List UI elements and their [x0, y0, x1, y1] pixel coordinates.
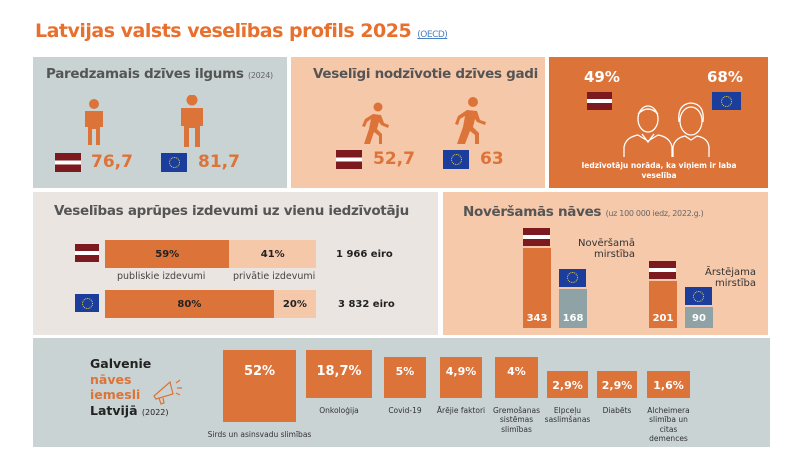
- eu-healthy-years: 63: [480, 149, 504, 169]
- eu-flag-icon: [712, 92, 741, 110]
- spending-title: Veselības aprūpes izdevumi uz vienu iedz…: [54, 203, 409, 219]
- latvia-flag-icon: [336, 150, 362, 169]
- latvia-flag-icon: [523, 228, 550, 246]
- cause-label: Onkoloģija: [319, 406, 359, 415]
- healthy-years-panel: Veselīgi nodzīvotie dzīves gadi 52,7 63: [291, 57, 545, 188]
- lv-avoidable-bar: 201: [649, 281, 677, 328]
- cause-value-box: 2,9%: [547, 371, 588, 398]
- walking-person-icon: [455, 97, 486, 144]
- causes-title: Galvenie nāves iemesli Latvijā (2022): [90, 356, 169, 418]
- life-expectancy-panel: Paredzamais dzīves ilgums (2024) 76,7 81…: [33, 57, 287, 188]
- eu-public-segment: 80%: [105, 290, 274, 318]
- spending-panel: Veselības aprūpes izdevumi uz vienu iedz…: [33, 192, 438, 335]
- lv-good-health: 49%: [584, 68, 620, 86]
- latvia-flag-icon: [587, 92, 612, 110]
- eu-flag-icon: [161, 153, 187, 172]
- lv-private-segment: 41%: [229, 240, 316, 268]
- megaphone-icon: [153, 379, 182, 405]
- good-health-caption: Iedzīvotāju norāda, ka viņiem ir laba ve…: [581, 161, 737, 180]
- life-expectancy-title: Paredzamais dzīves ilgums (2024): [46, 66, 273, 82]
- healthy-years-title: Veselīgi nodzīvotie dzīves gadi: [313, 66, 538, 82]
- public-caption: publiskie izdevumi: [117, 271, 206, 282]
- source-link[interactable]: (OECD): [417, 30, 448, 40]
- treatable-label: Ārstējama mirstība: [704, 267, 756, 289]
- cause-value-box: 52%: [223, 350, 296, 422]
- eu-spending-bar: 80% 20%: [105, 290, 316, 318]
- lv-avoidable-bar: 343: [523, 248, 551, 328]
- eu-avoidable-bar: 90: [685, 307, 713, 328]
- person-icon: [181, 95, 203, 147]
- cause-value-box: 2,9%: [597, 371, 637, 398]
- cause-value-box: 5%: [384, 357, 426, 398]
- private-caption: privātie izdevumi: [233, 271, 316, 282]
- page-title: Latvijas valsts veselības profils 2025 (…: [35, 20, 448, 42]
- latvia-flag-icon: [75, 244, 99, 262]
- people-outline-icon: [623, 102, 710, 157]
- eu-private-segment: 20%: [273, 290, 316, 318]
- eu-spending-total: 3 832 eiro: [338, 299, 395, 310]
- eu-life-expectancy: 81,7: [198, 152, 240, 172]
- cause-value-box: 18,7%: [306, 350, 372, 398]
- title-text: Latvijas valsts veselības profils 2025: [35, 20, 412, 42]
- cause-label: Ārējie faktori: [436, 406, 486, 415]
- good-health-panel: 49% 68% Iedzīvotāju norāda, ka viņiem ir…: [549, 57, 768, 188]
- lv-healthy-years: 52,7: [373, 149, 415, 169]
- lv-public-segment: 59%: [105, 240, 230, 268]
- cause-value-box: 4%: [495, 357, 538, 398]
- lv-spending-bar: 59% 41%: [105, 240, 316, 268]
- eu-flag-icon: [559, 268, 586, 287]
- cause-value-box: 4,9%: [440, 357, 482, 398]
- eu-flag-icon: [443, 150, 469, 169]
- walking-person-icon: [362, 102, 389, 144]
- latvia-flag-icon: [649, 261, 676, 280]
- avoidable-deaths-panel: Novēršamās nāves (uz 100 000 iedz, 2022.…: [443, 192, 768, 335]
- lv-life-expectancy: 76,7: [91, 152, 133, 172]
- avoidable-title: Novēršamās nāves (uz 100 000 iedz, 2022.…: [463, 204, 704, 220]
- eu-good-health: 68%: [707, 68, 743, 86]
- cause-label: Diabēts: [602, 406, 632, 415]
- cause-label: Elpceļu saslimšanas: [544, 406, 591, 425]
- person-icon: [85, 99, 103, 145]
- preventable-label: Novēršamā mirstība: [578, 238, 635, 260]
- causes-panel: Galvenie nāves iemesli Latvijā (2022) 52% Si…: [33, 338, 770, 447]
- latvia-flag-icon: [55, 153, 81, 172]
- lv-spending-total: 1 966 eiro: [336, 249, 393, 260]
- cause-label: Gremošanas sistēmas slimības: [493, 406, 540, 434]
- cause-value-box: 1,6%: [647, 371, 690, 398]
- eu-flag-icon: [685, 287, 712, 305]
- eu-flag-icon: [75, 294, 99, 312]
- eu-avoidable-bar: 168: [559, 288, 587, 328]
- cause-label: Alcheimera slimība un citas demences: [647, 406, 690, 444]
- cause-label: Covid-19: [388, 406, 422, 415]
- cause-label: Sirds un asinsvadu slimības: [207, 430, 312, 439]
